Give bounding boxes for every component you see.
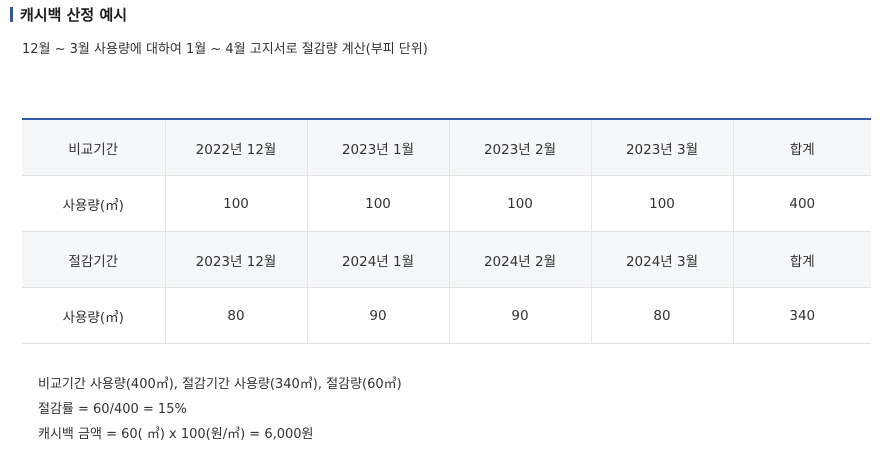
row-label-saving-period: 절감기간 (22, 231, 165, 288)
table-row-saving-usage: 사용량(㎥) 80 90 90 80 340 (22, 287, 871, 344)
heading-accent-bar (10, 6, 13, 22)
table-cell: 2024년 3월 (590, 231, 733, 288)
note-usage-summary: 비교기간 사용량(400㎥), 절감기간 사용량(340㎥), 절감량(60㎥) (38, 377, 402, 392)
table-row-saving-period: 절감기간 2023년 12월 2024년 1월 2024년 2월 2024년 3… (22, 231, 871, 288)
row-label-comparison-period: 비교기간 (22, 119, 165, 176)
table-cell: 90 (448, 287, 591, 344)
table-cell: 100 (164, 175, 307, 232)
section-description: 12월 ~ 3월 사용량에 대하여 1월 ~ 4월 고지서로 절감량 계산(부피… (22, 42, 428, 57)
table-cell: 2023년 3월 (590, 119, 733, 176)
table-cell: 80 (590, 287, 733, 344)
table-cell-total: 400 (732, 175, 871, 232)
table-row-comparison-period: 비교기간 2022년 12월 2023년 1월 2023년 2월 2023년 3… (22, 119, 871, 176)
table-cell-total-label: 합계 (732, 119, 871, 176)
table-cell: 100 (306, 175, 449, 232)
table-cell: 2023년 1월 (306, 119, 449, 176)
note-cashback-amount: 캐시백 금액 = 60( ㎥) x 100(원/㎥) = 6,000원 (38, 427, 314, 442)
section-heading: 캐시백 산정 예시 (10, 4, 127, 24)
calculation-notes: 비교기간 사용량(400㎥), 절감기간 사용량(340㎥), 절감량(60㎥)… (38, 372, 402, 447)
cashback-example-table: 비교기간 2022년 12월 2023년 1월 2023년 2월 2023년 3… (22, 118, 871, 344)
table-cell: 100 (590, 175, 733, 232)
row-label-usage: 사용량(㎥) (22, 287, 165, 344)
table-cell: 2023년 12월 (164, 231, 307, 288)
table-cell: 2024년 2월 (448, 231, 591, 288)
table-cell: 90 (306, 287, 449, 344)
table-cell: 100 (448, 175, 591, 232)
note-saving-rate: 절감률 = 60/400 = 15% (38, 402, 187, 417)
table-row-comparison-usage: 사용량(㎥) 100 100 100 100 400 (22, 175, 871, 232)
table-cell-total-label: 합계 (732, 231, 871, 288)
table-cell: 2022년 12월 (164, 119, 307, 176)
section-title: 캐시백 산정 예시 (20, 5, 128, 24)
table-cell: 80 (164, 287, 307, 344)
row-label-usage: 사용량(㎥) (22, 175, 165, 232)
table-cell: 2023년 2월 (448, 119, 591, 176)
table-cell-total: 340 (732, 287, 871, 344)
table-cell: 2024년 1월 (306, 231, 449, 288)
